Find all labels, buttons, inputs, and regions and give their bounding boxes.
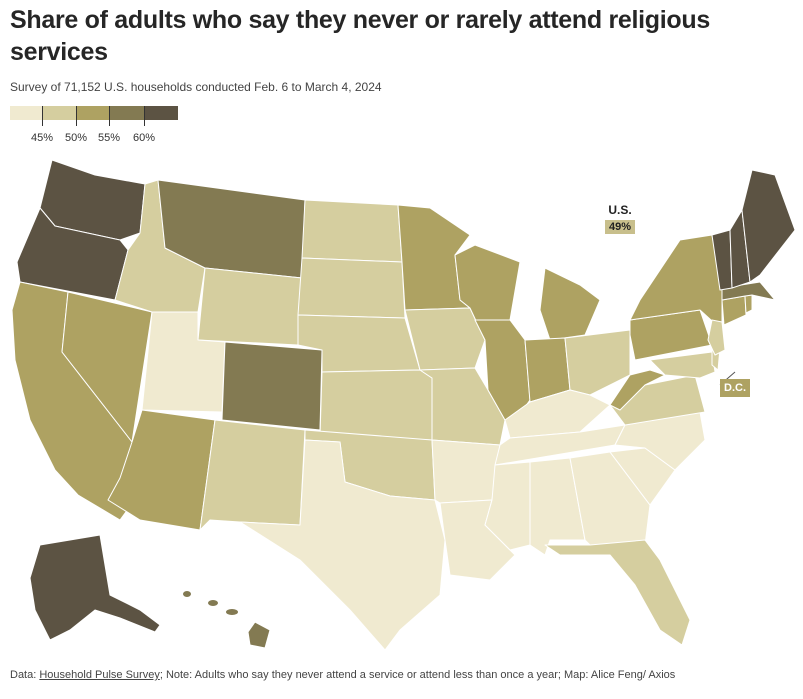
legend-label-60: 60% bbox=[132, 132, 156, 144]
state-maryland bbox=[649, 351, 716, 379]
state-iowa bbox=[404, 307, 486, 371]
state-maine bbox=[741, 169, 796, 283]
legend-tick bbox=[76, 106, 77, 126]
state-hawaii bbox=[247, 621, 271, 649]
state-wyoming bbox=[197, 267, 303, 346]
state-new-york bbox=[629, 234, 723, 331]
state-connecticut bbox=[721, 295, 747, 326]
legend-tick bbox=[109, 106, 110, 126]
state-new-mexico bbox=[199, 419, 306, 531]
hawaii-island-oahu bbox=[208, 600, 218, 606]
state-alaska bbox=[29, 534, 161, 641]
map-title: Share of adults who say they never or ra… bbox=[10, 6, 710, 66]
state-ohio bbox=[564, 329, 631, 396]
legend-swatch-1 bbox=[10, 106, 42, 120]
state-south-dakota bbox=[297, 257, 406, 319]
legend-label-50: 50% bbox=[64, 132, 88, 144]
legend-tick bbox=[144, 106, 145, 126]
us-label: U.S. bbox=[608, 203, 632, 217]
source-footer: Data: Household Pulse Survey; Note: Adul… bbox=[10, 669, 675, 681]
state-colorado bbox=[221, 341, 323, 431]
state-florida bbox=[544, 539, 691, 646]
legend-tick bbox=[42, 106, 43, 126]
state-north-dakota bbox=[301, 199, 403, 263]
map-subtitle: Survey of 71,152 U.S. households conduct… bbox=[10, 80, 382, 94]
hawaii-island-kauai bbox=[183, 591, 191, 597]
color-legend: 45% 50% 55% 60% bbox=[10, 106, 180, 146]
legend-label-55: 55% bbox=[97, 132, 121, 144]
us-choropleth-map bbox=[11, 159, 796, 651]
us-average-callout: U.S. 49% bbox=[600, 203, 640, 235]
state-rhode-island bbox=[744, 294, 753, 314]
hawaii-island-maui bbox=[226, 609, 238, 615]
household-pulse-survey-link[interactable]: Household Pulse Survey bbox=[39, 669, 160, 681]
legend-swatch-3 bbox=[76, 106, 109, 120]
us-value: 49% bbox=[603, 219, 637, 235]
dc-callout: D.C. bbox=[720, 379, 750, 397]
state-arkansas bbox=[431, 439, 501, 504]
legend-label-45: 45% bbox=[30, 132, 54, 144]
state-michigan bbox=[539, 267, 601, 341]
state-texas bbox=[239, 439, 446, 651]
legend-swatch-5 bbox=[144, 106, 178, 120]
state-new-jersey bbox=[707, 319, 726, 356]
legend-swatch-4 bbox=[109, 106, 144, 120]
footer-note: ; Note: Adults who say they never attend… bbox=[159, 669, 676, 681]
state-kansas bbox=[319, 369, 433, 441]
state-missouri bbox=[419, 367, 506, 446]
legend-swatch-2 bbox=[42, 106, 76, 120]
footer-data-prefix: Data: bbox=[10, 669, 40, 681]
